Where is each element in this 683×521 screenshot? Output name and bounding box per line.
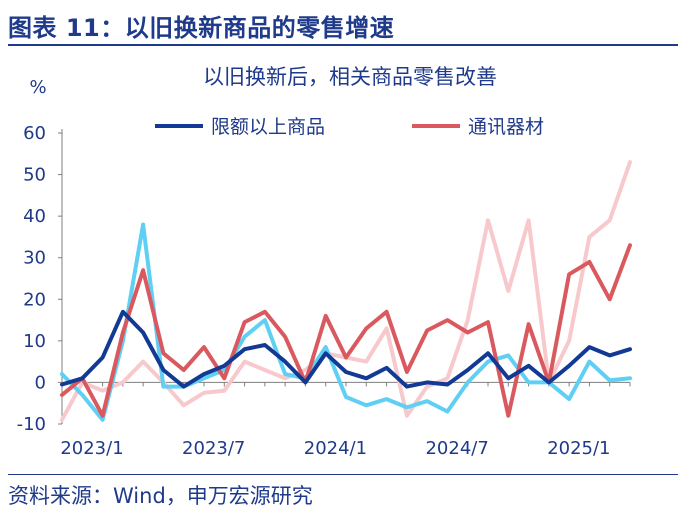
series-line-2 bbox=[60, 243, 632, 418]
source-divider bbox=[8, 474, 678, 475]
y-tick-label: 50 bbox=[23, 165, 46, 186]
series-layer bbox=[60, 160, 632, 422]
chart-title: 以旧换新后，相关商品零售改善 bbox=[203, 65, 497, 89]
source-note: 资料来源：Wind，申万宏源研究 bbox=[8, 484, 313, 508]
legend-label: 通讯器材 bbox=[468, 116, 544, 138]
y-tick-label: 30 bbox=[23, 248, 46, 269]
y-axis-unit: % bbox=[29, 77, 46, 98]
x-tick-label: 2024/7 bbox=[425, 438, 488, 459]
x-tick-label: 2023/7 bbox=[182, 438, 245, 459]
x-tick-label: 2025/1 bbox=[547, 438, 610, 459]
y-tick-label: 60 bbox=[23, 123, 46, 144]
figure-title: 图表 11：以旧换新商品的零售增速 bbox=[8, 14, 395, 42]
line-chart: 以旧换新后，相关商品零售改善 % 限额以上商品 通讯器材 -10 0 10 20 30 40… bbox=[17, 65, 632, 459]
axes: -10 0 10 20 30 40 50 60 2023/1 2023/7 2024/1 2024/7… bbox=[17, 123, 631, 459]
legend-label: 限额以上商品 bbox=[211, 116, 325, 138]
y-tick-label: 20 bbox=[23, 289, 46, 310]
x-tick-label: 2023/1 bbox=[60, 438, 123, 459]
y-tick-label: -10 bbox=[17, 414, 46, 435]
series-line-3 bbox=[60, 222, 632, 422]
title-divider bbox=[8, 44, 678, 46]
y-tick-label: 0 bbox=[35, 372, 46, 393]
y-tick-label: 40 bbox=[23, 206, 46, 227]
series-line-1 bbox=[60, 309, 632, 389]
legend: 限额以上商品 通讯器材 bbox=[155, 116, 544, 138]
y-tick-label: 10 bbox=[23, 331, 46, 352]
x-tick-label: 2024/1 bbox=[304, 438, 367, 459]
